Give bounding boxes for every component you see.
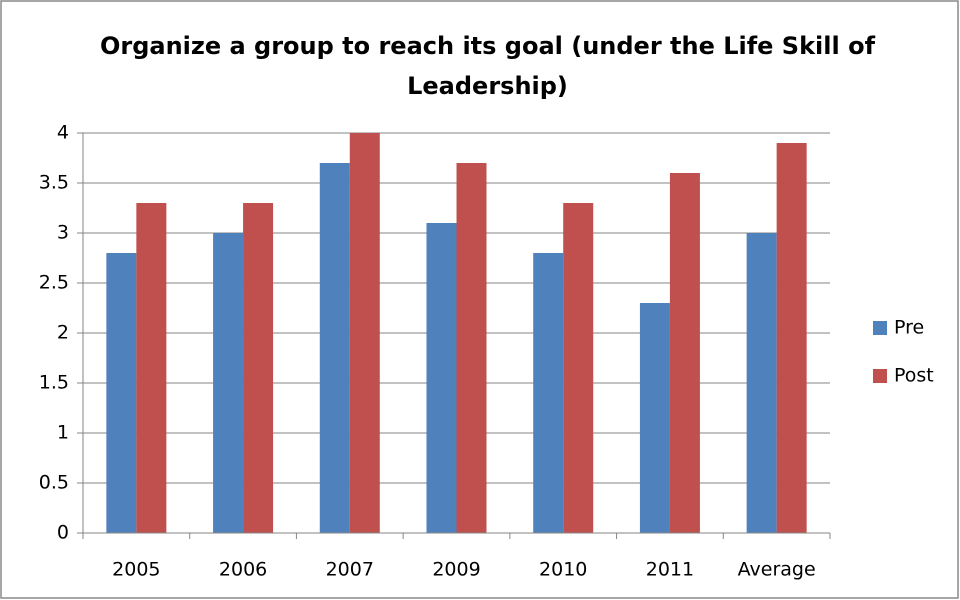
x-tick-label: 2007 bbox=[326, 559, 374, 581]
bar bbox=[426, 223, 457, 533]
y-tick-label: 1 bbox=[57, 422, 69, 444]
y-tick-label: 1.5 bbox=[39, 372, 69, 394]
x-tick-label: 2005 bbox=[112, 559, 160, 581]
x-tick-label: Average bbox=[738, 559, 816, 581]
bar bbox=[213, 233, 244, 533]
bar bbox=[106, 253, 137, 533]
bar bbox=[776, 143, 807, 533]
y-tick-label: 0 bbox=[57, 522, 69, 544]
y-tick-label: 2.5 bbox=[39, 272, 69, 294]
bar bbox=[456, 163, 487, 533]
legend-swatch bbox=[873, 369, 887, 383]
y-tick-label: 3.5 bbox=[39, 172, 69, 194]
chart-title: Organize a group to reach its goal (unde… bbox=[99, 32, 876, 100]
bar bbox=[349, 133, 380, 533]
x-tick-label: 2011 bbox=[646, 559, 694, 581]
bar bbox=[136, 203, 167, 533]
y-tick-label: 0.5 bbox=[39, 472, 69, 494]
x-tick-label: 2006 bbox=[219, 559, 267, 581]
bar bbox=[243, 203, 274, 533]
y-tick-label: 4 bbox=[57, 122, 69, 144]
legend-swatch bbox=[873, 321, 887, 335]
y-tick-label: 2 bbox=[57, 322, 69, 344]
y-tick-label: 3 bbox=[57, 222, 69, 244]
bar bbox=[563, 203, 594, 533]
bar bbox=[746, 233, 777, 533]
bar bbox=[319, 163, 350, 533]
legend-label: Post bbox=[894, 365, 934, 387]
bar bbox=[639, 303, 670, 533]
x-tick-label: 2009 bbox=[432, 559, 480, 581]
bar bbox=[669, 173, 700, 533]
bar bbox=[533, 253, 564, 533]
legend-label: Pre bbox=[894, 317, 924, 339]
x-tick-label: 2010 bbox=[539, 559, 587, 581]
